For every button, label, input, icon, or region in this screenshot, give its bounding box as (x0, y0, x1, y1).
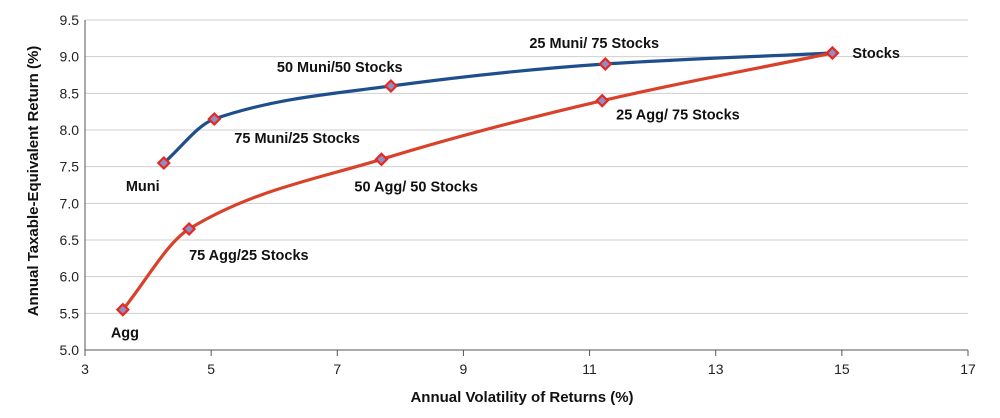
data-point (598, 56, 613, 72)
x-tick-label: 5 (207, 361, 215, 377)
y-tick-label: 9.0 (60, 49, 80, 65)
data-point (156, 155, 171, 171)
axes (84, 20, 969, 356)
y-tick-label: 7.5 (60, 159, 80, 175)
data-point (383, 78, 398, 94)
point-label: 50 Agg/ 50 Stocks (354, 179, 478, 195)
x-tick-label: 3 (81, 361, 89, 377)
data-point (115, 302, 130, 317)
data-point (825, 45, 840, 61)
data-markers (115, 45, 840, 317)
point-label: 75 Agg/25 Stocks (189, 248, 309, 264)
x-axis-title: Annual Volatility of Returns (%) (410, 389, 633, 406)
data-point (595, 93, 610, 108)
point-labels: Muni 75 Muni/25 Stocks 50 Muni/50 Stocks 25… (111, 36, 900, 342)
point-label: 50 Muni/50 Stocks (277, 60, 403, 76)
y-axis-title: Annual Taxable-Equivalent Return (%) (25, 46, 42, 317)
series-line-1 (121, 51, 834, 312)
y-tick-label: 5.5 (60, 305, 80, 321)
y-tick-label: 5.0 (60, 342, 80, 358)
y-tick-labels: 5.0 5.5 6.0 6.5 7.0 7.5 8.0 8.5 9.0 9.5 (60, 12, 80, 358)
y-tick-label: 6.5 (60, 232, 80, 248)
data-point (374, 152, 389, 167)
point-label: 25 Agg/ 75 Stocks (616, 108, 740, 124)
point-label: Muni (126, 179, 160, 195)
x-tick-label: 11 (582, 361, 597, 377)
y-tick-label: 8.0 (60, 122, 80, 138)
y-tick-label: 7.0 (60, 195, 80, 211)
point-label: Agg (111, 326, 139, 342)
y-tick-label: 6.0 (60, 269, 80, 285)
point-label: Stocks (852, 46, 900, 62)
x-tick-label: 9 (460, 361, 468, 377)
y-tick-label: 9.5 (60, 12, 80, 28)
data-point (207, 111, 222, 127)
x-tick-labels: 3 5 7 9 11 13 15 17 (81, 361, 976, 377)
y-tick-label: 8.5 (60, 85, 80, 101)
point-label: 25 Muni/ 75 Stocks (529, 36, 659, 52)
data-point (182, 221, 197, 237)
x-tick-label: 7 (333, 361, 341, 377)
x-tick-label: 15 (834, 361, 850, 377)
x-tick-label: 13 (708, 361, 724, 377)
point-label: 75 Muni/25 Stocks (234, 131, 360, 147)
x-tick-label: 17 (960, 361, 976, 377)
grid-lines (85, 19, 968, 314)
